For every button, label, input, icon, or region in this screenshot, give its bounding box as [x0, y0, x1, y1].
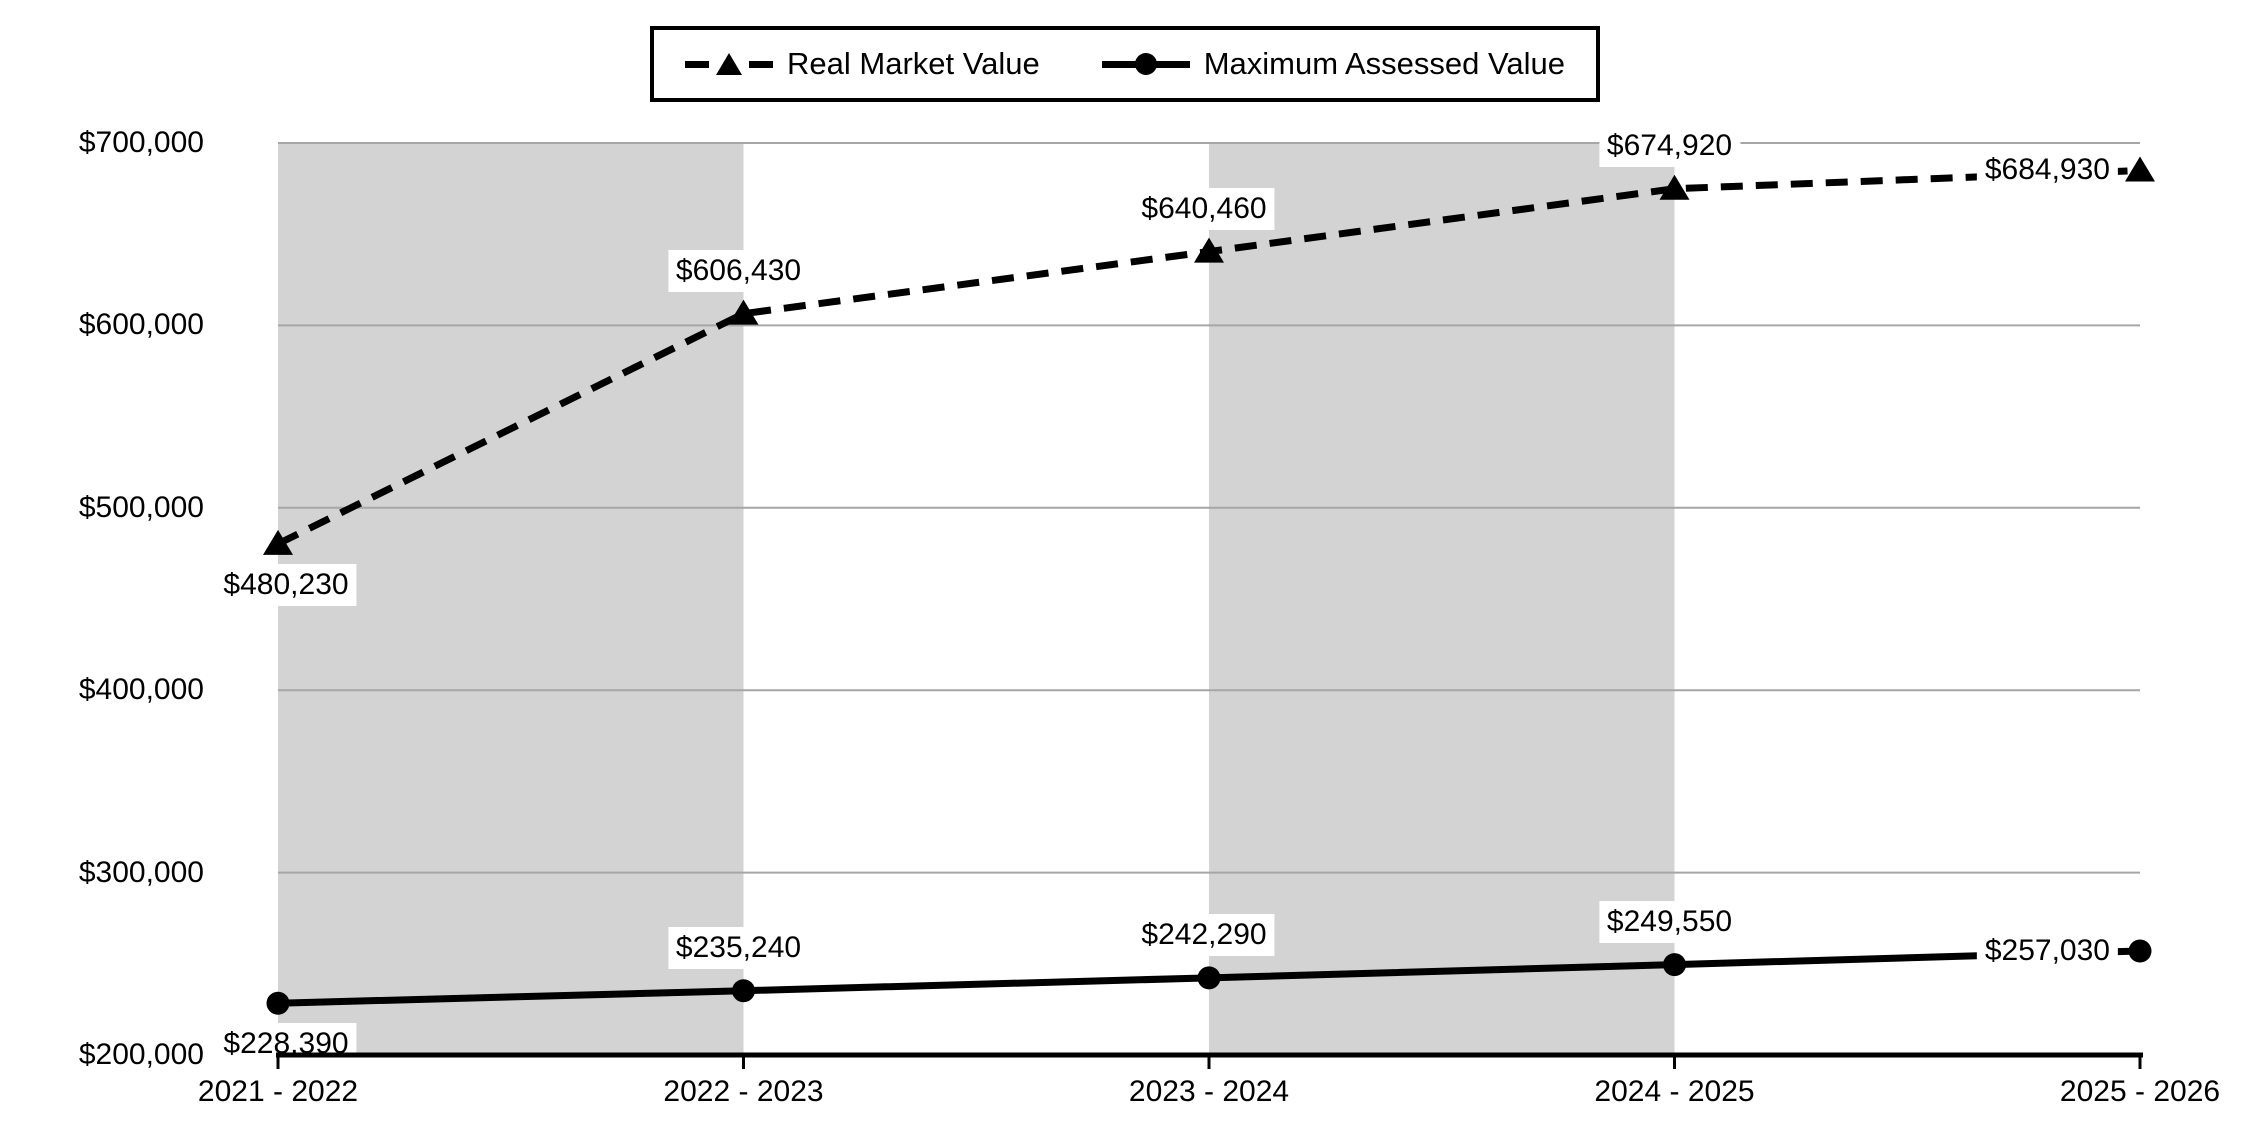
y-axis-tick-label: $300,000 — [78, 855, 204, 889]
triangle-marker — [1659, 174, 1690, 200]
data-point-label: $606,430 — [667, 249, 810, 292]
circle-marker-icon — [1134, 52, 1157, 75]
y-axis-tick-label: $500,000 — [78, 490, 204, 524]
y-axis-tick-label: $200,000 — [78, 1038, 204, 1071]
circle-marker — [2128, 939, 2152, 963]
data-point-label: $249,550 — [1598, 900, 1741, 943]
data-point-label: $228,390 — [215, 1023, 357, 1066]
y-axis-tick-label: $700,000 — [78, 126, 204, 159]
shaded-band — [1209, 143, 1675, 1055]
triangle-marker — [2125, 156, 2155, 182]
triangle-marker — [263, 529, 293, 555]
y-axis-tick-label: $600,000 — [78, 308, 204, 342]
x-axis-tick-label: 2024 - 2025 — [1594, 1075, 1755, 1108]
chart-legend: Real Market Value Maximum Assessed Value — [650, 26, 1600, 102]
circle-marker — [732, 979, 755, 1003]
circle-marker — [266, 991, 290, 1015]
x-axis-tick-label: 2022 - 2023 — [663, 1075, 824, 1108]
dashed-line-triangle-marker-icon — [685, 53, 774, 75]
legend-item-real-market-value: Real Market Value — [685, 46, 1040, 82]
data-point-label: $684,930 — [1976, 149, 2118, 192]
data-point-label: $257,030 — [1976, 929, 2118, 972]
circle-marker — [1197, 966, 1221, 990]
triangle-marker-icon — [716, 53, 743, 75]
dash-segment — [749, 60, 774, 68]
triangle-marker — [1194, 237, 1224, 263]
x-axis-tick-label: 2025 - 2026 — [2059, 1075, 2221, 1108]
data-point-label: $242,290 — [1133, 913, 1275, 956]
data-point-label: $674,920 — [1598, 124, 1741, 167]
x-axis-tick-label: 2021 - 2022 — [197, 1075, 359, 1108]
data-point-label: $235,240 — [667, 926, 810, 969]
data-point-label: $640,460 — [1133, 187, 1275, 230]
solid-line-circle-marker-icon — [1101, 52, 1190, 75]
legend-label-maximum-assessed-value: Maximum Assessed Value — [1203, 46, 1565, 81]
circle-marker — [1663, 953, 1686, 977]
y-axis-tick-label: $400,000 — [78, 673, 204, 707]
dash-segment — [685, 60, 710, 68]
x-axis-tick-label: 2023 - 2024 — [1128, 1075, 1290, 1108]
triangle-marker — [728, 299, 759, 325]
legend-item-maximum-assessed-value: Maximum Assessed Value — [1101, 46, 1565, 82]
legend-label-real-market-value: Real Market Value — [787, 46, 1040, 81]
data-point-label: $480,230 — [215, 563, 357, 606]
